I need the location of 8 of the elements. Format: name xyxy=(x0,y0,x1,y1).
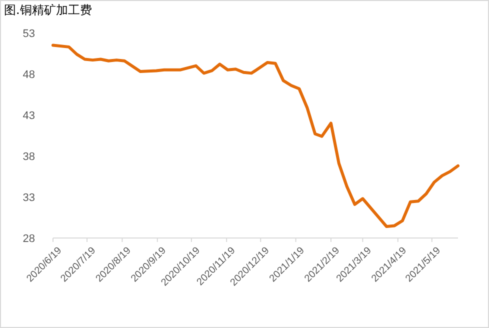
line-series xyxy=(52,44,460,228)
y-tick-label: 38 xyxy=(22,150,35,163)
y-tick-label: 48 xyxy=(22,68,35,81)
y-tick-label: 33 xyxy=(22,192,35,204)
chart-title: 图.铜精矿加工费 xyxy=(4,3,92,17)
y-tick-label: 43 xyxy=(22,110,35,122)
y-tick-label: 28 xyxy=(22,232,35,245)
y-tick-label: 53 xyxy=(22,28,35,40)
